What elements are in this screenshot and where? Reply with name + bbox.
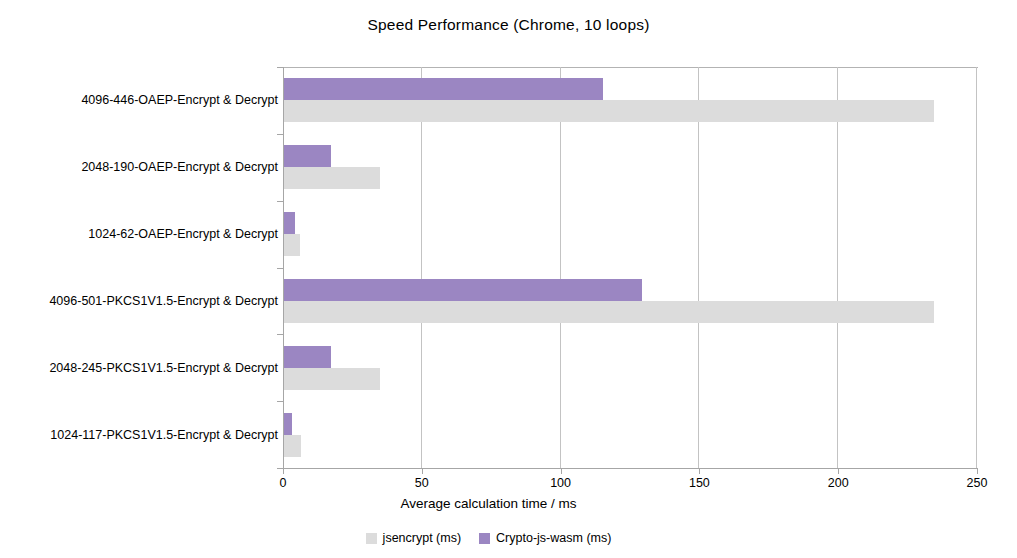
x-axis-tick (977, 468, 978, 474)
bar-crypto-js-wasm (284, 279, 642, 301)
y-axis-line (283, 67, 284, 468)
bar-crypto-js-wasm (284, 145, 331, 167)
bar-crypto-js-wasm (284, 413, 292, 435)
legend: jsencrypt (ms) Crypto-js-wasm (ms) (0, 531, 977, 545)
x-axis-tick (422, 468, 423, 474)
x-axis-tick-label: 150 (689, 476, 710, 490)
bar-jsencrypt (284, 435, 301, 457)
y-axis-category-label: 1024-62-OAEP-Encrypt & Decrypt (0, 226, 278, 242)
bar-jsencrypt (284, 167, 380, 189)
y-axis-category-label: 4096-446-OAEP-Encrypt & Decrypt (0, 92, 278, 108)
x-axis-tick (838, 468, 839, 474)
y-axis-tick (277, 401, 283, 402)
gridline (837, 67, 838, 468)
legend-item-jsencrypt: jsencrypt (ms) (366, 531, 461, 545)
bar-crypto-js-wasm (284, 346, 331, 368)
y-axis-tick (277, 134, 283, 135)
chart-title: Speed Performance (Chrome, 10 loops) (0, 16, 1017, 34)
legend-swatch-crypto-js-wasm-icon (479, 533, 490, 544)
bar-jsencrypt (284, 100, 934, 122)
gridline (976, 67, 977, 468)
x-axis-tick (561, 468, 562, 474)
legend-item-crypto-js-wasm: Crypto-js-wasm (ms) (479, 531, 611, 545)
bar-jsencrypt (284, 234, 300, 256)
x-axis-title: Average calculation time / ms (0, 496, 977, 511)
x-axis-tick (283, 468, 284, 474)
y-axis-category-label: 1024-117-PKCS1V1.5-Encrypt & Decrypt (0, 427, 278, 443)
gridline (698, 67, 699, 468)
y-axis-tick (277, 67, 283, 68)
bar-crypto-js-wasm (284, 78, 603, 100)
y-axis-category-label: 2048-190-OAEP-Encrypt & Decrypt (0, 159, 278, 175)
y-axis-tick (277, 268, 283, 269)
x-axis-tick (699, 468, 700, 474)
y-axis-category-label: 2048-245-PKCS1V1.5-Encrypt & Decrypt (0, 360, 278, 376)
y-axis-category-label: 4096-501-PKCS1V1.5-Encrypt & Decrypt (0, 293, 278, 309)
legend-label-crypto-js-wasm: Crypto-js-wasm (ms) (496, 531, 611, 545)
legend-swatch-jsencrypt-icon (366, 533, 377, 544)
bar-jsencrypt (284, 368, 380, 390)
x-axis-tick-label: 100 (550, 476, 571, 490)
x-axis-tick-label: 50 (415, 476, 429, 490)
bar-crypto-js-wasm (284, 212, 295, 234)
x-axis-tick-label: 250 (967, 476, 988, 490)
legend-label-jsencrypt: jsencrypt (ms) (383, 531, 461, 545)
y-axis-tick (277, 201, 283, 202)
x-axis-tick-label: 0 (280, 476, 287, 490)
x-axis-line (283, 468, 978, 469)
x-axis-tick-label: 200 (828, 476, 849, 490)
gridline (421, 67, 422, 468)
chart-figure: Speed Performance (Chrome, 10 loops) 409… (0, 0, 1017, 558)
bar-jsencrypt (284, 301, 934, 323)
plot-area (283, 67, 977, 468)
y-axis-tick (277, 334, 283, 335)
gridline (560, 67, 561, 468)
